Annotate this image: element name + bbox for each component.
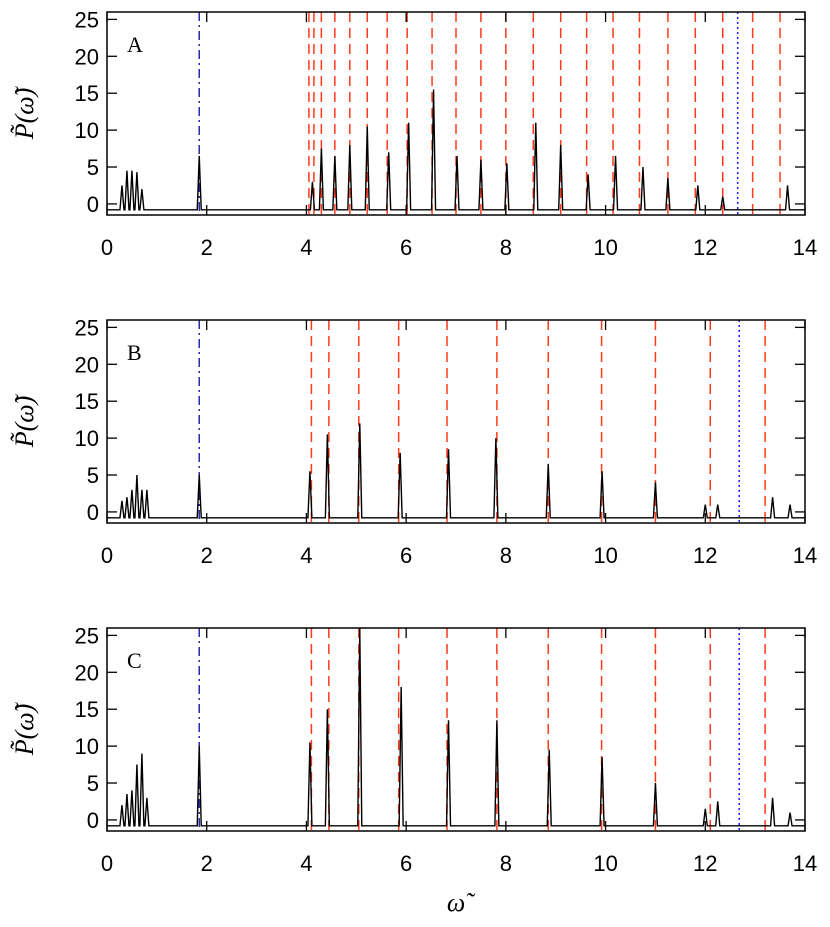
y-tick-label: 15: [75, 697, 99, 722]
x-tick-label: 6: [400, 235, 412, 260]
y-tick-label: 5: [87, 771, 99, 796]
x-tick-label: 8: [500, 543, 512, 568]
spectrum-line: [107, 423, 805, 519]
spectrum-line: [107, 628, 805, 827]
y-tick-label: 10: [75, 118, 99, 143]
y-axis-title: P̃(ω̃): [10, 701, 39, 756]
y-tick-label: 10: [75, 426, 99, 451]
y-tick-label: 20: [75, 660, 99, 685]
plot-frame: [106, 627, 806, 832]
y-tick-label: 0: [87, 500, 99, 525]
y-tick-label: 25: [75, 623, 99, 648]
panel-label: B: [127, 340, 142, 365]
x-tick-label: 12: [693, 851, 717, 876]
x-axis-title: ω̃: [447, 888, 476, 917]
plot-frame: [106, 11, 806, 216]
panel: 0 2 4 6 8 10 12 14 0 5 10 15 20 25 A P̃(ω̃): [10, 7, 817, 260]
y-tick-label: 0: [87, 808, 99, 833]
x-tick-label: 14: [793, 851, 817, 876]
panel: 0 2 4 6 8 10 12 14 0 5 10 15 20 25 B P̃(ω̃): [10, 315, 817, 568]
x-tick-label: 12: [693, 543, 717, 568]
y-tick-label: 15: [75, 389, 99, 414]
x-tick-label: 4: [300, 851, 312, 876]
x-tick-label: 6: [400, 543, 412, 568]
panel-label: A: [127, 32, 143, 57]
y-axis-title: P̃(ω̃): [10, 393, 39, 448]
x-tick-label: 2: [201, 235, 213, 260]
x-tick-label: 6: [400, 851, 412, 876]
x-tick-label: 0: [101, 235, 113, 260]
x-tick-label: 10: [593, 543, 617, 568]
spectrum-line: [107, 89, 805, 211]
panel: 0 2 4 6 8 10 12 14 0 5 10 15 20 25 C P̃(ω̃) ω̃: [10, 623, 817, 917]
x-tick-label: 4: [300, 235, 312, 260]
x-tick-label: 2: [201, 851, 213, 876]
y-tick-label: 20: [75, 44, 99, 69]
x-tick-label: 10: [593, 235, 617, 260]
x-tick-label: 14: [793, 235, 817, 260]
y-tick-label: 10: [75, 734, 99, 759]
y-tick-label: 25: [75, 315, 99, 340]
x-tick-label: 8: [500, 235, 512, 260]
y-tick-label: 5: [87, 155, 99, 180]
x-tick-label: 8: [500, 851, 512, 876]
plot-frame: [106, 319, 806, 524]
x-tick-label: 14: [793, 543, 817, 568]
x-tick-label: 12: [693, 235, 717, 260]
y-axis-title: P̃(ω̃): [10, 85, 39, 140]
y-tick-label: 15: [75, 81, 99, 106]
x-tick-label: 10: [593, 851, 617, 876]
y-tick-label: 5: [87, 463, 99, 488]
panel-label: C: [127, 648, 142, 673]
y-tick-label: 20: [75, 352, 99, 377]
x-tick-label: 2: [201, 543, 213, 568]
y-tick-label: 0: [87, 192, 99, 217]
x-tick-label: 0: [101, 543, 113, 568]
x-tick-label: 4: [300, 543, 312, 568]
y-tick-label: 25: [75, 7, 99, 32]
x-tick-label: 0: [101, 851, 113, 876]
